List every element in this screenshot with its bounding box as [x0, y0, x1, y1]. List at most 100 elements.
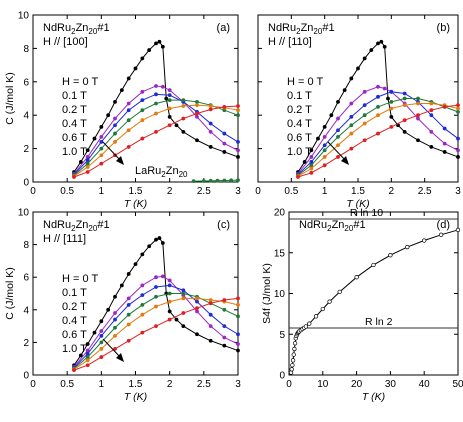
data-point — [181, 324, 186, 328]
data-point — [154, 130, 158, 134]
data-point — [113, 116, 117, 121]
data-point — [126, 296, 131, 301]
sample-label: NdRu2Zn20#1 — [43, 22, 110, 36]
data-point — [154, 84, 158, 88]
subscript: 20 — [179, 170, 188, 179]
data-point — [236, 178, 240, 183]
label-part: Zn — [332, 219, 345, 231]
data-point — [442, 141, 447, 146]
data-point — [140, 312, 145, 317]
data-point — [167, 93, 172, 98]
data-point — [157, 39, 162, 44]
data-point — [208, 121, 213, 126]
x-tick-label: 0 — [255, 186, 261, 197]
data-point — [309, 160, 314, 164]
data-point — [195, 332, 199, 337]
label-part: NdRu — [43, 22, 71, 34]
data-point — [201, 179, 206, 183]
data-point — [164, 96, 169, 101]
data-point — [181, 98, 186, 103]
data-point — [195, 99, 199, 104]
data-point — [85, 158, 90, 163]
data-point — [140, 293, 145, 298]
data-point — [442, 104, 447, 109]
data-point — [154, 294, 158, 299]
x-tick-label: 2.5 — [197, 186, 211, 197]
data-point — [290, 358, 296, 363]
reference-compound-label: LaRu2Zn20 — [135, 165, 188, 179]
data-point — [140, 98, 145, 103]
data-point — [388, 253, 393, 258]
subscript: 2 — [296, 27, 301, 36]
data-point — [126, 272, 131, 276]
data-point — [429, 130, 434, 134]
data-point — [140, 56, 145, 61]
data-point — [236, 332, 240, 337]
data-point — [195, 114, 199, 119]
data-point — [85, 161, 90, 166]
legend-entry: 1.0 T — [62, 343, 87, 355]
data-point — [327, 299, 332, 304]
data-point — [85, 351, 90, 356]
legend-entry: 0.2 T — [62, 104, 87, 116]
data-point — [113, 317, 117, 322]
data-point — [236, 296, 240, 301]
data-point — [322, 148, 327, 153]
data-point — [349, 123, 354, 128]
data-point — [429, 101, 434, 106]
data-point — [376, 113, 380, 118]
label-part: #1 — [353, 219, 365, 231]
series-line — [297, 86, 459, 174]
data-point — [208, 312, 213, 317]
legend-entry: 0.2 T — [62, 301, 87, 313]
subscript: 20 — [88, 224, 97, 233]
data-point — [208, 298, 213, 302]
data-point — [320, 306, 325, 312]
legend-entry: 0.2 T — [287, 104, 312, 116]
label-part: #1 — [97, 219, 109, 231]
data-point — [113, 140, 117, 144]
series-4 — [296, 101, 460, 179]
field-legend: H = 0 T 0.1 T 0.2 T 0.4 T 0.6 T 1.0 T — [62, 76, 124, 165]
series-5 — [296, 103, 460, 179]
data-point — [160, 274, 165, 279]
x-axis-label: T (K) — [124, 198, 147, 210]
subscript: 20 — [313, 27, 322, 36]
data-point — [181, 104, 186, 108]
data-point — [181, 116, 186, 121]
series-line — [73, 85, 239, 174]
arrow-icon — [116, 353, 124, 362]
data-point — [303, 324, 309, 329]
data-point — [402, 96, 407, 101]
x-tick-label: 0.5 — [60, 186, 74, 197]
data-point — [167, 114, 172, 119]
data-point — [85, 355, 90, 359]
data-point — [236, 342, 240, 346]
data-point — [140, 330, 145, 335]
data-point — [292, 346, 297, 352]
x-tick-label: 1 — [99, 186, 105, 197]
data-point — [113, 131, 117, 136]
data-point — [309, 148, 314, 153]
data-point — [167, 98, 172, 103]
data-point — [386, 96, 390, 101]
data-point — [369, 48, 374, 52]
x-tick-label: 2 — [167, 379, 173, 390]
data-point — [154, 41, 158, 46]
data-point — [72, 368, 76, 373]
data-point — [113, 99, 117, 104]
x-tick-label: 3 — [235, 379, 241, 390]
data-point — [362, 89, 367, 94]
data-point — [236, 314, 240, 319]
data-point — [99, 161, 104, 166]
data-point — [389, 114, 394, 119]
data-point — [85, 148, 90, 153]
label-part: #1 — [322, 22, 334, 34]
reference-line-label: R ln 2 — [365, 316, 393, 328]
data-point — [442, 126, 447, 131]
data-point — [195, 299, 199, 304]
data-point — [362, 103, 367, 108]
x-tick-label: 40 — [419, 379, 431, 390]
data-point — [382, 86, 387, 91]
x-tick-label: 0.5 — [60, 379, 74, 390]
